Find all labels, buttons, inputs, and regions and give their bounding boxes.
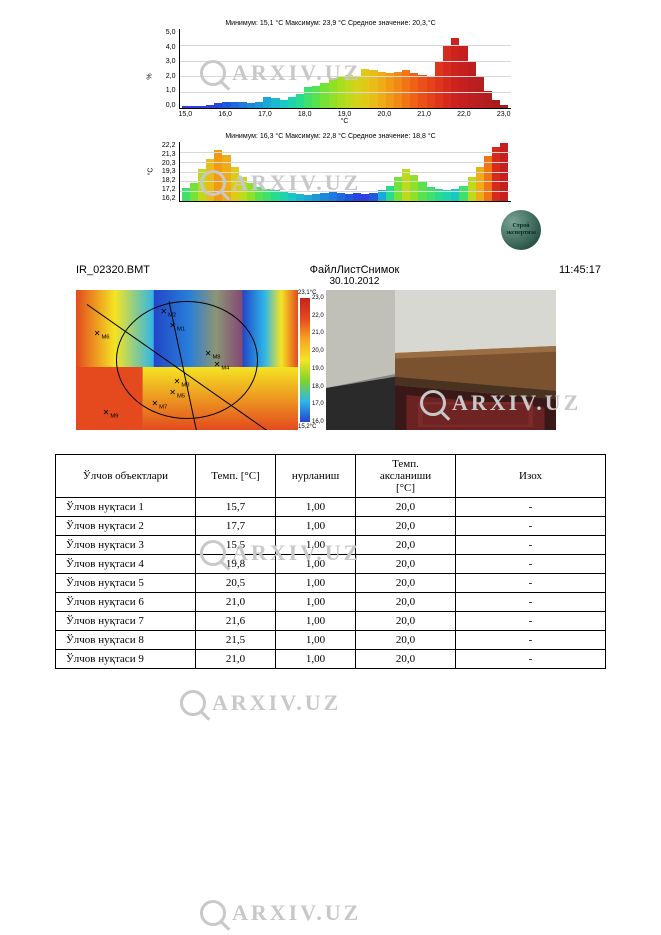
table-cell: - <box>456 517 606 536</box>
table-row: Ўлчов нуқтаси 821,51,0020,0- <box>56 631 606 650</box>
y-axis-label: % <box>146 73 153 79</box>
color-scale: 23,1°C 23,022,021,020,019,018,017,016,0 … <box>298 290 316 430</box>
table-cell: Ўлчов нуқтаси 8 <box>56 631 196 650</box>
measurement-marker: M1 <box>169 321 185 332</box>
y-axis-label: °C <box>147 167 154 175</box>
reference-photo <box>326 290 556 430</box>
table-cell: 20,0 <box>356 631 456 650</box>
file-time: 11:45:17 <box>559 264 601 276</box>
table-cell: Ўлчов нуқтаси 3 <box>56 536 196 555</box>
file-name: IR_02320.BMT <box>76 264 150 276</box>
table-cell: 15,5 <box>196 536 276 555</box>
table-cell: 1,00 <box>276 650 356 669</box>
table-cell: 21,0 <box>196 650 276 669</box>
stroy-expertiza-logo: Строй экспертиза <box>501 210 541 250</box>
table-cell: Ўлчов нуқтаси 1 <box>56 498 196 517</box>
table-row: Ўлчов нуқтаси 721,61,0020,0- <box>56 612 606 631</box>
table-row: Ўлчов нуқтаси 921,01,0020,0- <box>56 650 606 669</box>
table-cell: 15,7 <box>196 498 276 517</box>
table-cell: 1,00 <box>276 593 356 612</box>
table-cell: 20,0 <box>356 574 456 593</box>
table-cell: - <box>456 536 606 555</box>
table-cell: - <box>456 612 606 631</box>
table-cell: Ўлчов нуқтаси 9 <box>56 650 196 669</box>
table-row: Ўлчов нуқтаси 520,51,0020,0- <box>56 574 606 593</box>
y-axis: 22,221,320,319,318,217,216,2 <box>151 142 179 202</box>
measurement-marker: M7 <box>151 399 167 410</box>
table-cell: - <box>456 650 606 669</box>
watermark: ARXIV.UZ <box>180 690 341 716</box>
table-cell: 20,0 <box>356 498 456 517</box>
file-title: ФайлЛистСнимок 30.10.2012 <box>310 264 400 276</box>
table-cell: - <box>456 555 606 574</box>
x-axis-label: °C <box>179 118 511 125</box>
table-cell: - <box>456 593 606 612</box>
table-cell: 1,00 <box>276 555 356 574</box>
measurement-marker: M9 <box>103 408 119 419</box>
table-cell: 20,5 <box>196 574 276 593</box>
table-header: нурланиш <box>276 455 356 498</box>
measurement-marker: M6 <box>94 329 110 340</box>
table-cell: 1,00 <box>276 631 356 650</box>
table-header: Темп.аксланиши[°C] <box>356 455 456 498</box>
histogram-chart-1: Минимум: 15,1 °C Максимум: 23,9 °C Средн… <box>151 20 511 125</box>
watermark: ARXIV.UZ <box>200 900 361 926</box>
table-header: Ўлчов объектлари <box>56 455 196 498</box>
table-cell: Ўлчов нуқтаси 7 <box>56 612 196 631</box>
table-row: Ўлчов нуқтаси 217,71,0020,0- <box>56 517 606 536</box>
table-cell: 1,00 <box>276 612 356 631</box>
plot-area <box>179 142 511 202</box>
table-row: Ўлчов нуқтаси 419,81,0020,0- <box>56 555 606 574</box>
table-cell: 20,0 <box>356 517 456 536</box>
table-cell: 21,0 <box>196 593 276 612</box>
table-cell: 21,6 <box>196 612 276 631</box>
table-row: Ўлчов нуқтаси 115,71,0020,0- <box>56 498 606 517</box>
logo-row: Строй экспертиза <box>0 210 661 250</box>
chart-title: Минимум: 15,1 °C Максимум: 23,9 °C Средн… <box>151 20 511 27</box>
image-row: M1 M2 M3 M4 M5 M6 M7 M8 M9 23,1°C 23,022,021,020… <box>0 290 661 430</box>
table-cell: 21,5 <box>196 631 276 650</box>
measurement-table: Ўлчов объектлариТемп. [°C]нурланишТемп.а… <box>55 454 606 669</box>
table-cell: - <box>456 574 606 593</box>
profile-chart-2: Минимум: 16,3 °C Максимум: 22,8 °C Средн… <box>151 133 511 202</box>
measurement-marker: M2 <box>160 307 176 318</box>
measurement-marker: M4 <box>214 360 230 371</box>
table-cell: 20,0 <box>356 555 456 574</box>
table-row: Ўлчов нуқтаси 621,01,0020,0- <box>56 593 606 612</box>
measurement-marker: M8 <box>205 349 221 360</box>
x-axis: 15,016,017,018,019,020,021,022,023,0 <box>179 111 511 118</box>
table-cell: 20,0 <box>356 593 456 612</box>
thermal-image: M1 M2 M3 M4 M5 M6 M7 M8 M9 23,1°C 23,022,021,020… <box>76 290 316 430</box>
measurement-marker: M3 <box>174 377 190 388</box>
measurement-marker: M5 <box>169 388 185 399</box>
table-cell: Ўлчов нуқтаси 2 <box>56 517 196 536</box>
table-cell: Ўлчов нуқтаси 6 <box>56 593 196 612</box>
table-cell: 20,0 <box>356 612 456 631</box>
table-header: Изох <box>456 455 606 498</box>
table-cell: - <box>456 631 606 650</box>
table-cell: 1,00 <box>276 517 356 536</box>
table-cell: 17,7 <box>196 517 276 536</box>
y-axis: 5,04,03,02,01,00,0 <box>151 29 179 109</box>
table-cell: 19,8 <box>196 555 276 574</box>
chart-title: Минимум: 16,3 °C Максимум: 22,8 °C Средн… <box>151 133 511 140</box>
table-cell: Ўлчов нуқтаси 5 <box>56 574 196 593</box>
plot-area <box>179 29 511 109</box>
table-cell: 1,00 <box>276 574 356 593</box>
table-cell: 1,00 <box>276 498 356 517</box>
table-header: Темп. [°C] <box>196 455 276 498</box>
table-cell: - <box>456 498 606 517</box>
table-cell: Ўлчов нуқтаси 4 <box>56 555 196 574</box>
file-header: IR_02320.BMT ФайлЛистСнимок 30.10.2012 1… <box>0 264 661 276</box>
table-cell: 20,0 <box>356 650 456 669</box>
table-cell: 20,0 <box>356 536 456 555</box>
table-row: Ўлчов нуқтаси 315,51,0020,0- <box>56 536 606 555</box>
table-cell: 1,00 <box>276 536 356 555</box>
